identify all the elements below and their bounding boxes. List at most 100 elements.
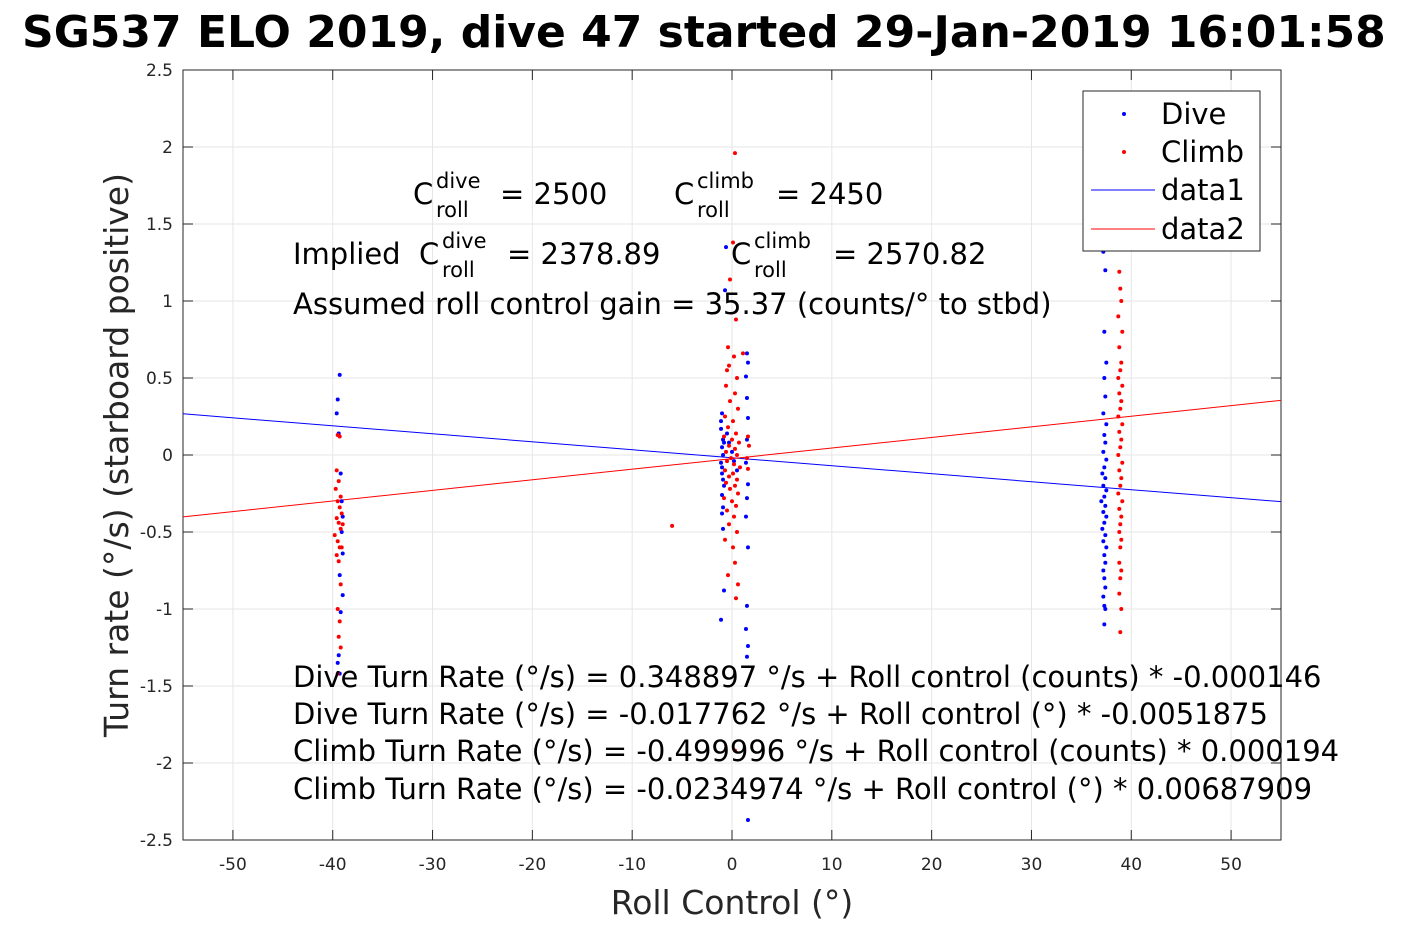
svg-text:C: C [413,177,433,211]
point-climb [746,443,751,448]
point-climb [1119,299,1124,303]
svg-text:C: C [731,237,751,271]
annotation-c-climb: C climb roll = 2450 [674,169,883,222]
point-climb [670,523,675,528]
point-climb [724,449,729,454]
point-climb [724,383,729,388]
point-dive [720,511,725,516]
point-climb [1117,530,1122,534]
point-dive [730,449,734,454]
point-dive [338,471,343,476]
point-climb [1118,576,1123,581]
point-climb [1117,591,1122,596]
point-climb [1116,491,1121,496]
point-climb [732,446,737,451]
point-dive [1103,607,1108,611]
point-climb [1120,383,1125,388]
point-dive [719,419,724,424]
x-axis: -50 -40 -30 -20 -10 0 10 20 30 40 50 [219,70,1242,875]
x-tick-label: 10 [821,855,843,875]
legend-label-data2: data2 [1161,212,1245,246]
point-dive [1104,360,1109,365]
point-climb [744,456,749,461]
point-dive [720,445,725,450]
point-climb [735,406,740,411]
y-tick-label: 2 [162,138,173,158]
point-dive [1101,568,1106,573]
point-climb [722,434,727,439]
point-climb [722,496,727,501]
y-tick-label: -1.5 [140,677,173,697]
point-dive [337,573,342,578]
point-dive [334,411,339,416]
point-climb [336,634,341,639]
point-climb [740,351,745,356]
point-dive [1102,329,1107,334]
y-tick-label: 1 [162,292,173,312]
svg-text:C: C [419,237,439,271]
point-dive [744,603,749,608]
point-dive [1101,509,1106,514]
y-tick-label: -2 [156,754,173,774]
point-climb [1117,506,1122,511]
point-climb [332,533,337,538]
point-climb [734,530,739,534]
point-climb [727,474,732,479]
svg-text:roll: roll [754,258,787,282]
point-climb [338,645,343,650]
point-climb [730,437,734,442]
x-tick-label: -20 [518,855,546,875]
point-dive [1103,440,1108,445]
point-dive [1100,471,1105,476]
point-dive [744,496,749,501]
point-climb [337,434,342,439]
point-dive [337,372,342,377]
point-climb [337,619,342,624]
point-climb [724,480,729,485]
y-tick-label: -2.5 [140,831,173,851]
point-dive [734,468,739,473]
y-tick-label: 0.5 [146,369,173,389]
point-dive [1103,503,1108,508]
point-dive [745,643,750,648]
point-dive [743,460,748,465]
point-climb [1119,360,1124,365]
fit-equation: Climb Turn Rate (°/s) = -0.499996 °/s + … [293,734,1339,768]
point-climb [1119,514,1124,519]
point-climb [336,559,341,564]
point-climb [725,459,730,464]
point-dive [1101,449,1106,454]
point-climb [731,354,736,359]
point-dive [744,351,749,356]
point-dive [721,477,726,482]
point-climb [1117,345,1122,350]
point-dive [745,360,750,365]
point-climb [730,471,735,476]
point-dive [340,514,345,519]
point-dive [1100,526,1105,531]
y-axis: -2.5 -2 -1.5 -1 -0.5 0 0.5 1 1.5 2 2.5 [140,61,1281,851]
point-dive [1103,560,1108,565]
point-dive [719,617,724,622]
point-climb [732,391,737,396]
point-climb [1117,269,1122,274]
point-dive [1104,514,1109,519]
fit-equation: Dive Turn Rate (°/s) = -0.017762 °/s + R… [293,697,1268,731]
point-climb [730,499,734,504]
point-climb [335,499,340,504]
svg-text:= 2378.89: = 2378.89 [507,237,660,271]
svg-text:climb: climb [754,229,811,253]
y-tick-label: 1.5 [146,215,173,235]
point-climb [1116,453,1121,457]
point-climb [725,368,730,373]
x-tick-label: 0 [727,855,738,875]
point-dive [1104,488,1109,493]
point-dive [1102,520,1107,525]
point-climb [731,514,736,519]
point-climb [732,151,737,156]
point-dive [338,610,343,615]
point-dive [1103,394,1108,399]
point-climb [734,376,739,380]
point-climb [1118,286,1123,291]
point-dive [1099,499,1104,504]
